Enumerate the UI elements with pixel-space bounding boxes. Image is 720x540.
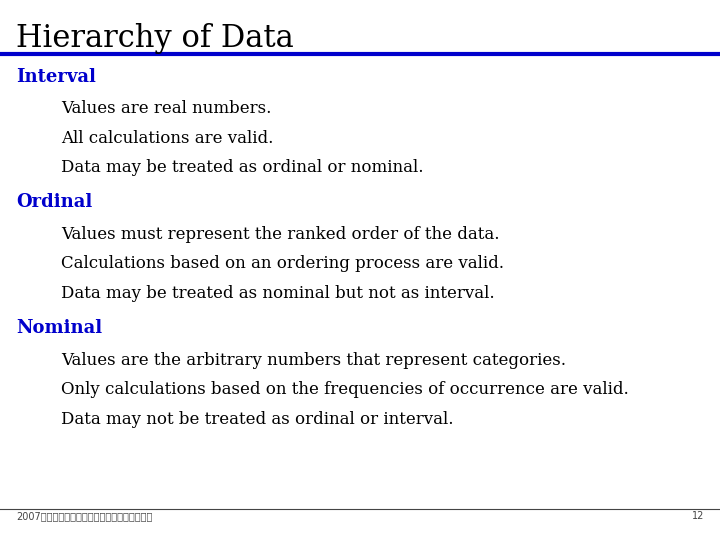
Text: Hierarchy of Data: Hierarchy of Data [16,23,294,53]
Text: 12: 12 [692,511,704,522]
Text: Nominal: Nominal [16,319,102,337]
Text: Values are the arbitrary numbers that represent categories.: Values are the arbitrary numbers that re… [61,352,566,368]
Text: Data may be treated as ordinal or nominal.: Data may be treated as ordinal or nomina… [61,159,423,176]
Text: Ordinal: Ordinal [16,193,92,211]
Text: Values must represent the ranked order of the data.: Values must represent the ranked order o… [61,226,500,242]
Text: Data may not be treated as ordinal or interval.: Data may not be treated as ordinal or in… [61,411,454,428]
Text: All calculations are valid.: All calculations are valid. [61,130,274,146]
Text: 2007年版《概率论与数理统计（一）》配套课件: 2007年版《概率论与数理统计（一）》配套课件 [16,511,152,522]
Text: Calculations based on an ordering process are valid.: Calculations based on an ordering proces… [61,255,504,272]
Text: Interval: Interval [16,68,96,85]
Text: Values are real numbers.: Values are real numbers. [61,100,271,117]
Text: Only calculations based on the frequencies of occurrence are valid.: Only calculations based on the frequenci… [61,381,629,398]
Text: Data may be treated as nominal but not as interval.: Data may be treated as nominal but not a… [61,285,495,302]
